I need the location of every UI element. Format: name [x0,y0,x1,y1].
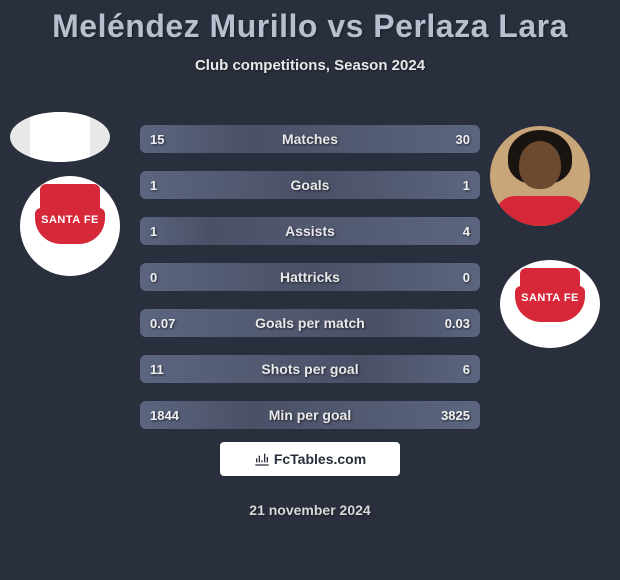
stat-row: 11Goals [140,171,480,199]
stat-row: 18443825Min per goal [140,401,480,429]
stat-label: Min per goal [140,407,480,423]
stat-row: 116Shots per goal [140,355,480,383]
player1-photo [10,112,110,162]
stat-label: Assists [140,223,480,239]
stat-row: 0.070.03Goals per match [140,309,480,337]
player1-club-badge-text: SANTA FE [35,208,105,244]
stat-label: Matches [140,131,480,147]
player2-photo [490,126,590,226]
player1-club-badge: SANTA FE [20,176,120,276]
player2-club-badge: SANTA FE [500,260,600,348]
player2-club-badge-text: SANTA FE [515,286,585,322]
stat-label: Hattricks [140,269,480,285]
stat-label: Shots per goal [140,361,480,377]
brand-box[interactable]: FcTables.com [220,442,400,476]
brand-text: FcTables.com [274,451,366,467]
stat-row: 00Hattricks [140,263,480,291]
stat-row: 1530Matches [140,125,480,153]
stat-label: Goals per match [140,315,480,331]
stat-label: Goals [140,177,480,193]
page-title: Meléndez Murillo vs Perlaza Lara [0,0,620,45]
stat-row: 14Assists [140,217,480,245]
date-text: 21 november 2024 [0,502,620,518]
subtitle: Club competitions, Season 2024 [0,57,620,74]
stats-table: 1530Matches 11Goals 14Assists 00Hattricks 0.… [140,125,480,447]
chart-icon [254,451,270,467]
